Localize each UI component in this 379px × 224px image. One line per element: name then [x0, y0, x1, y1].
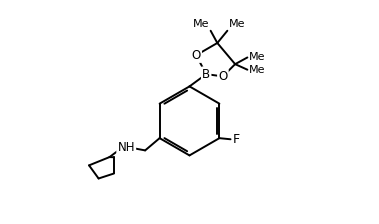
Text: Me: Me	[249, 52, 265, 62]
Text: O: O	[218, 70, 227, 83]
Text: NH: NH	[117, 141, 135, 154]
Text: F: F	[232, 133, 240, 146]
Text: Me: Me	[193, 19, 210, 29]
Text: B: B	[202, 68, 210, 81]
Text: Me: Me	[249, 65, 265, 75]
Text: O: O	[191, 49, 201, 62]
Text: Me: Me	[229, 19, 245, 29]
